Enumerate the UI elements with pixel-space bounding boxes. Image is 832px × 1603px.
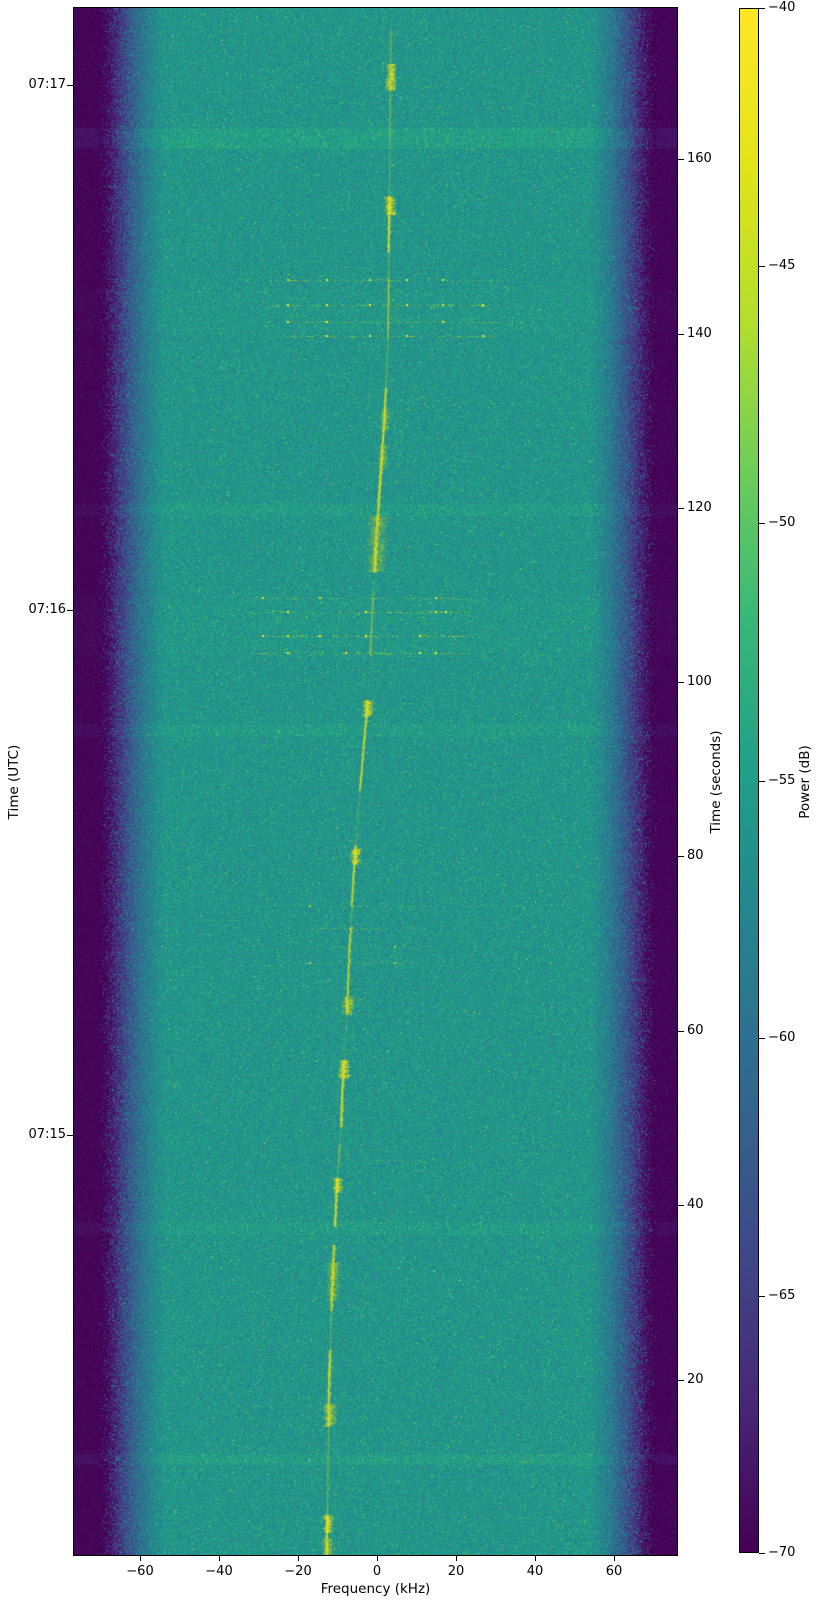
x-axis-label: Frequency (kHz) [320,1581,431,1597]
x-tick-mark [298,1555,299,1561]
colorbar-tick-label: −50 [768,515,796,530]
y-tick-label-utc: 07:15 [28,1127,66,1142]
colorbar-tick-label: −70 [768,1545,796,1560]
y-tick-mark-seconds [677,856,684,857]
colorbar-tick-mark [759,781,765,782]
x-tick-label: 60 [605,1564,623,1579]
x-tick-mark [535,1555,536,1561]
colorbar-tick-label: −65 [768,1288,796,1303]
colorbar-tick-mark [759,1553,765,1554]
y-axis-label-seconds: Time (seconds) [708,729,724,834]
colorbar-tick-mark [759,523,765,524]
y-tick-mark-utc [67,610,74,611]
y-tick-label-utc: 07:17 [28,77,66,92]
y-tick-mark-seconds [677,334,684,335]
y-tick-label-seconds: 80 [687,848,704,863]
x-tick-label: 0 [372,1564,382,1579]
colorbar-label: Power (dB) [797,744,813,819]
y-tick-label-seconds: 40 [687,1197,704,1212]
x-tick-label: −20 [284,1564,312,1579]
x-tick-mark [456,1555,457,1561]
colorbar-tick-mark [759,1038,765,1039]
y-tick-label-seconds: 140 [687,326,712,341]
colorbar-tick-mark [759,266,765,267]
y-tick-mark-seconds [677,682,684,683]
y-tick-mark-seconds [677,1380,684,1381]
y-tick-label-utc: 07:16 [28,602,66,617]
y-tick-mark-utc [67,1135,74,1136]
y-tick-label-seconds: 160 [687,151,712,166]
y-tick-mark-seconds [677,1205,684,1206]
colorbar-tick-label: −60 [768,1030,796,1045]
y-axis-label-utc: Time (UTC) [6,744,22,819]
plot-frame [73,7,678,1556]
y-tick-mark-seconds [677,508,684,509]
x-tick-label: −60 [126,1564,154,1579]
y-tick-label-seconds: 60 [687,1023,704,1038]
colorbar-tick-label: −45 [768,258,796,273]
colorbar-tick-label: −40 [768,0,796,15]
spectrogram-canvas [74,8,677,1555]
x-tick-mark [614,1555,615,1561]
x-tick-mark [140,1555,141,1561]
x-tick-label: −40 [205,1564,233,1579]
x-tick-label: 40 [526,1564,544,1579]
y-tick-mark-utc [67,85,74,86]
colorbar [739,8,759,1553]
x-tick-mark [219,1555,220,1561]
y-tick-label-seconds: 120 [687,500,712,515]
y-tick-label-seconds: 100 [687,674,712,689]
x-tick-mark [377,1555,378,1561]
colorbar-tick-mark [759,1296,765,1297]
y-tick-label-seconds: 20 [687,1372,704,1387]
y-tick-mark-seconds [677,159,684,160]
colorbar-tick-label: −55 [768,773,796,788]
colorbar-tick-mark [759,8,765,9]
x-tick-label: 20 [447,1564,465,1579]
y-tick-mark-seconds [677,1031,684,1032]
